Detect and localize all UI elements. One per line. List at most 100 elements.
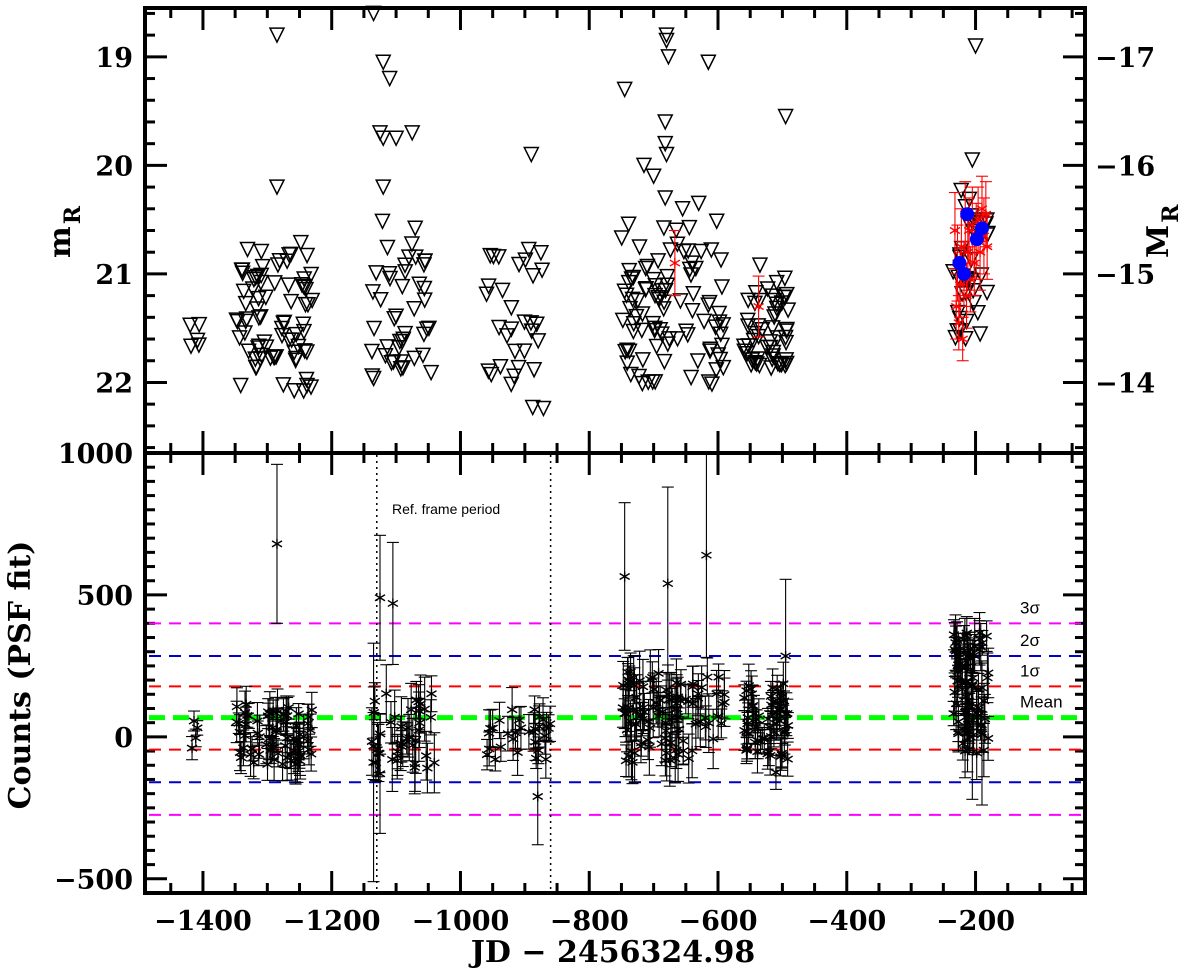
count-marker xyxy=(948,629,960,640)
detection-marker xyxy=(981,241,993,252)
star-stroke xyxy=(389,713,401,721)
ref-frame-annotation: Ref. frame period xyxy=(392,501,500,517)
top-y-tick-label: 21 xyxy=(95,260,133,291)
upper-limit-marker xyxy=(292,234,310,252)
upper-limit-marker xyxy=(229,313,246,331)
upper-limit-marker xyxy=(394,278,411,296)
upper-limit-marker xyxy=(400,249,418,266)
star-stroke xyxy=(701,551,712,559)
count-marker xyxy=(966,714,978,725)
star-stroke xyxy=(283,704,295,712)
upper-limit-marker xyxy=(765,309,783,326)
star-stroke xyxy=(755,737,766,746)
upper-limit-marker xyxy=(646,287,664,305)
star-stroke xyxy=(372,746,383,754)
star-stroke xyxy=(281,734,293,742)
upper-limit-marker xyxy=(745,332,762,350)
star-stroke xyxy=(303,713,315,721)
star-stroke xyxy=(529,706,540,714)
star-stroke xyxy=(948,709,960,718)
count-marker xyxy=(252,716,263,727)
upper-limit-marker xyxy=(296,279,313,297)
star-stroke xyxy=(530,738,541,746)
count-marker xyxy=(483,743,495,754)
top-y2-tick-label: −14 xyxy=(1095,368,1155,399)
reference-line-label: Mean xyxy=(1020,693,1063,712)
star-stroke xyxy=(958,636,970,644)
count-marker xyxy=(298,731,310,742)
count-marker xyxy=(275,715,287,726)
bottom-y-tick-label: 0 xyxy=(114,723,133,754)
upper-limit-marker xyxy=(684,302,701,320)
count-marker xyxy=(976,729,988,740)
upper-limit-marker xyxy=(713,337,731,355)
star-stroke xyxy=(745,685,757,693)
upper-limit-marker xyxy=(525,362,543,379)
star-stroke xyxy=(981,632,992,640)
count-marker xyxy=(755,736,766,747)
count-marker xyxy=(495,741,507,752)
upper-limit-marker xyxy=(494,282,511,300)
count-marker xyxy=(246,743,258,754)
count-marker xyxy=(489,754,501,765)
count-marker xyxy=(948,708,960,719)
upper-limit-marker xyxy=(658,27,675,44)
star-stroke xyxy=(954,650,965,659)
upper-limit-marker xyxy=(682,369,700,387)
count-marker xyxy=(389,712,401,723)
star-stroke xyxy=(540,755,552,763)
star-stroke xyxy=(976,730,988,738)
count-marker xyxy=(981,631,992,642)
star-stroke xyxy=(489,755,501,763)
upper-limit-marker xyxy=(739,292,757,310)
upper-limit-marker xyxy=(703,376,721,393)
star-stroke xyxy=(968,731,979,739)
upper-limit-marker xyxy=(302,379,320,396)
star-stroke xyxy=(782,755,794,763)
star-stroke xyxy=(370,759,382,767)
count-marker xyxy=(234,727,246,738)
upper-limit-marker xyxy=(258,339,275,356)
count-marker xyxy=(707,733,719,744)
count-marker xyxy=(283,702,295,713)
count-marker xyxy=(692,717,704,728)
star-stroke xyxy=(978,697,990,705)
upper-limit-marker xyxy=(703,242,720,259)
star-stroke xyxy=(671,679,682,687)
upper-limit-marker xyxy=(629,292,647,310)
top-y2label: MR xyxy=(1141,204,1184,258)
upper-limit-marker xyxy=(700,54,717,71)
upper-limit-marker xyxy=(649,253,667,270)
star-stroke xyxy=(368,758,379,767)
star-stroke xyxy=(619,572,631,581)
star-stroke xyxy=(191,724,203,732)
upper-limit-marker xyxy=(266,275,283,292)
star-stroke xyxy=(982,674,993,682)
upper-limit-marker xyxy=(618,287,635,304)
star-stroke xyxy=(293,747,304,755)
upper-limit-marker xyxy=(625,323,642,341)
upper-limit-marker xyxy=(406,220,424,237)
count-marker xyxy=(271,538,283,549)
detection-marker xyxy=(968,258,980,269)
upper-limit-marker xyxy=(253,243,270,261)
upper-limit-marker xyxy=(506,343,524,361)
upper-limit-marker xyxy=(529,333,547,350)
star-stroke xyxy=(981,243,993,251)
star-stroke xyxy=(369,697,381,705)
star-stroke xyxy=(707,735,719,743)
upper-limit-marker xyxy=(952,182,970,200)
upper-limit-marker xyxy=(778,321,796,339)
upper-limit-marker xyxy=(646,374,664,391)
star-stroke xyxy=(669,259,681,267)
star-stroke xyxy=(637,683,649,691)
upper-limit-marker xyxy=(762,339,779,357)
star-stroke xyxy=(780,652,791,660)
upper-limit-marker xyxy=(364,368,381,385)
count-marker xyxy=(510,727,521,738)
star-stroke xyxy=(428,759,440,767)
upper-limit-marker xyxy=(298,247,316,265)
upper-limit-marker xyxy=(658,146,675,164)
star-stroke xyxy=(771,685,783,693)
